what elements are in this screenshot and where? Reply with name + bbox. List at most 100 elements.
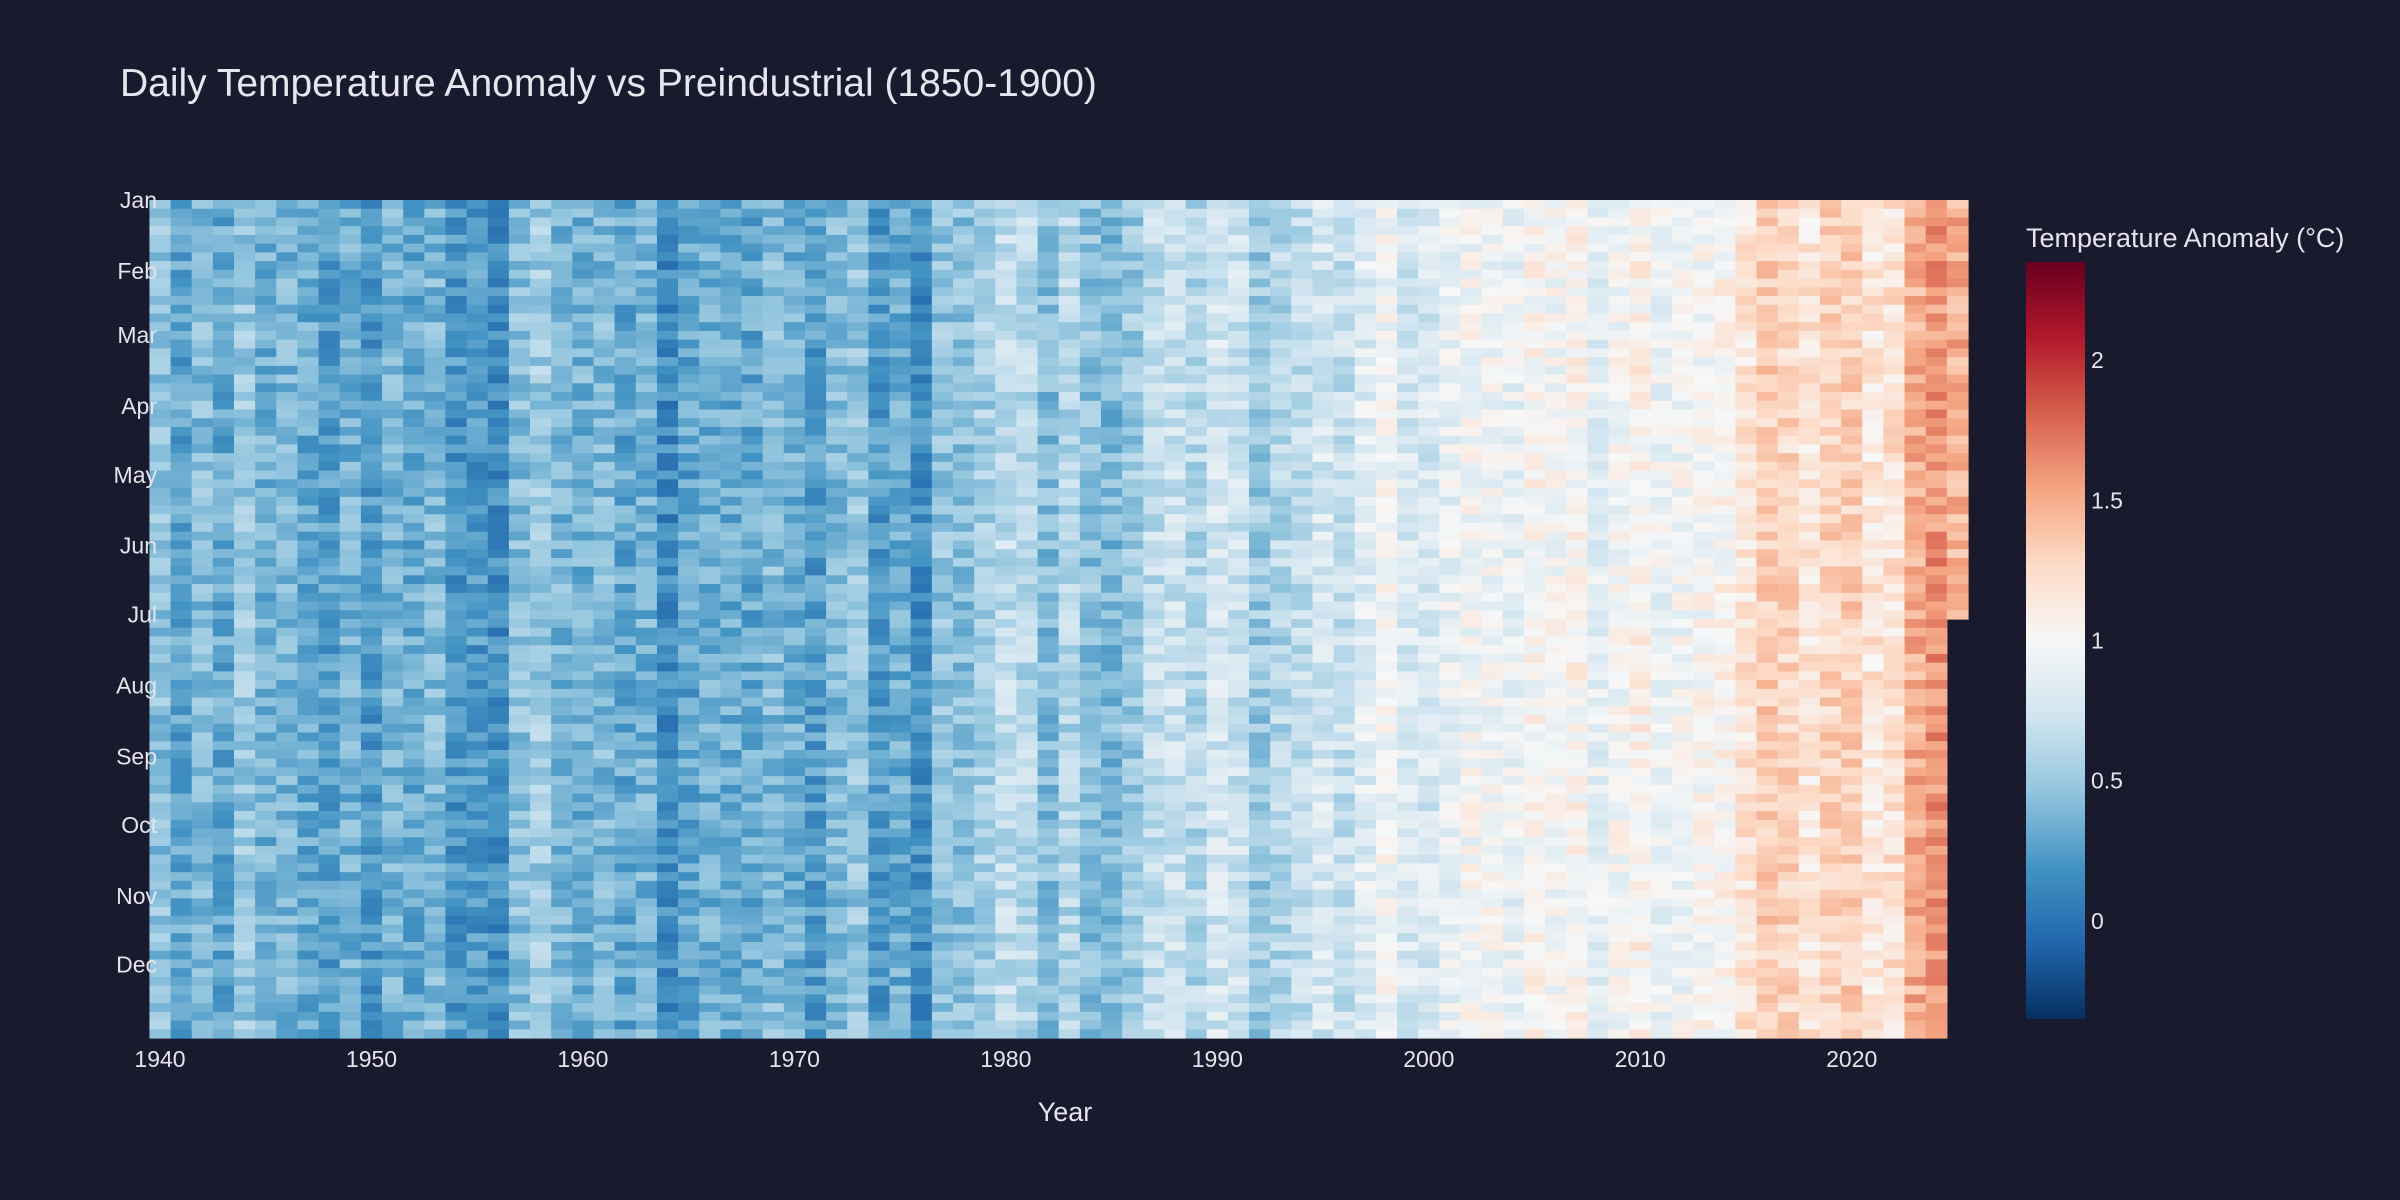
heatmap-cell xyxy=(656,575,679,585)
heatmap-cell xyxy=(149,374,172,384)
heatmap-cell xyxy=(255,383,277,393)
heatmap-cell xyxy=(1122,461,1144,472)
heatmap-cell xyxy=(170,374,193,384)
heatmap-cell xyxy=(297,374,320,384)
heatmap-cell xyxy=(614,776,637,786)
heatmap-cell xyxy=(424,933,447,943)
heatmap-cell xyxy=(614,313,637,323)
heatmap-cell xyxy=(1185,269,1208,280)
heatmap-cell xyxy=(656,1003,679,1013)
heatmap-cell xyxy=(699,426,721,437)
heatmap-cell xyxy=(255,601,277,611)
heatmap-cell xyxy=(1227,592,1250,603)
heatmap-cell xyxy=(868,409,891,419)
heatmap-cell xyxy=(508,444,531,454)
heatmap-cell xyxy=(572,531,595,542)
heatmap-cell xyxy=(445,287,468,297)
heatmap-cell xyxy=(974,933,996,943)
heatmap-cell xyxy=(403,680,425,690)
heatmap-cell xyxy=(741,1011,764,1022)
heatmap-cell xyxy=(360,261,383,271)
heatmap-cell xyxy=(1016,278,1039,288)
heatmap-cell xyxy=(403,741,425,751)
heatmap-cell xyxy=(170,671,193,681)
heatmap-cell xyxy=(1185,392,1208,402)
heatmap-cell xyxy=(424,584,447,594)
heatmap-cell xyxy=(847,592,869,603)
heatmap-cell xyxy=(276,863,299,873)
heatmap-cell xyxy=(1037,802,1060,812)
heatmap-cell xyxy=(466,496,489,507)
heatmap-cell xyxy=(614,601,637,611)
heatmap-cell xyxy=(1037,1020,1060,1030)
heatmap-cell xyxy=(783,793,806,803)
heatmap-cell xyxy=(593,409,616,419)
heatmap-cell xyxy=(1122,732,1144,742)
heatmap-cell xyxy=(1079,915,1102,926)
heatmap-cell xyxy=(995,426,1018,437)
heatmap-cell xyxy=(1143,330,1166,341)
heatmap-cell xyxy=(1037,715,1060,725)
heatmap-cell xyxy=(1185,872,1208,882)
heatmap-cell xyxy=(508,226,531,236)
heatmap-cell xyxy=(551,400,573,411)
heatmap-cell xyxy=(614,1029,637,1039)
heatmap-cell xyxy=(530,287,552,297)
heatmap-cell xyxy=(297,592,320,603)
heatmap-cell xyxy=(826,619,848,629)
heatmap-cell xyxy=(1101,732,1123,742)
heatmap-cell xyxy=(741,653,764,664)
heatmap-cell xyxy=(952,898,975,908)
heatmap-cell xyxy=(212,715,235,725)
heatmap-cell xyxy=(551,645,573,655)
heatmap-cell xyxy=(212,915,235,926)
heatmap-column-1984 xyxy=(1079,200,1102,1039)
heatmap-cell xyxy=(1037,811,1060,821)
heatmap-cell xyxy=(508,968,531,978)
heatmap-cell xyxy=(804,304,827,315)
heatmap-cell xyxy=(255,793,277,803)
heatmap-cell xyxy=(572,287,595,297)
heatmap-cell xyxy=(191,339,214,349)
heatmap-cell xyxy=(614,252,637,262)
heatmap-cell xyxy=(1164,880,1187,891)
heatmap-cell xyxy=(847,749,869,760)
heatmap-cell xyxy=(360,444,383,454)
heatmap-cell xyxy=(551,601,573,611)
heatmap-cell xyxy=(741,322,764,332)
heatmap-cell xyxy=(403,557,425,568)
heatmap-cell xyxy=(678,976,700,987)
heatmap-cell xyxy=(614,819,637,830)
heatmap-cell xyxy=(1058,592,1081,603)
heatmap-cell xyxy=(974,488,996,498)
heatmap-cell xyxy=(614,261,637,271)
heatmap-cell xyxy=(1101,767,1123,777)
heatmap-cell xyxy=(1206,662,1229,672)
heatmap-cell xyxy=(974,392,996,402)
heatmap-cell xyxy=(593,636,616,646)
heatmap-cell xyxy=(508,374,531,384)
heatmap-cell xyxy=(530,776,552,786)
heatmap-cell xyxy=(191,252,214,262)
heatmap-cell xyxy=(1164,758,1187,768)
heatmap-cell xyxy=(1164,217,1187,227)
heatmap-cell xyxy=(1122,933,1144,943)
heatmap-cell xyxy=(403,357,425,367)
heatmap-cell xyxy=(234,680,256,690)
heatmap-cell xyxy=(1185,968,1208,978)
heatmap-cell xyxy=(889,208,912,219)
heatmap-cell xyxy=(1206,339,1229,349)
heatmap-cell xyxy=(382,296,404,306)
heatmap-cell xyxy=(149,575,172,585)
heatmap-cell xyxy=(149,1029,172,1039)
heatmap-cell xyxy=(826,880,848,891)
heatmap-cell xyxy=(1058,924,1081,934)
heatmap-cell xyxy=(191,435,214,446)
heatmap-cell xyxy=(445,671,468,681)
heatmap-cell xyxy=(318,540,341,550)
heatmap-cell xyxy=(1122,400,1144,411)
heatmap-cell xyxy=(170,706,193,716)
heatmap-cell xyxy=(783,732,806,742)
heatmap-cell xyxy=(382,924,404,934)
heatmap-column-1988 xyxy=(1164,200,1187,1039)
